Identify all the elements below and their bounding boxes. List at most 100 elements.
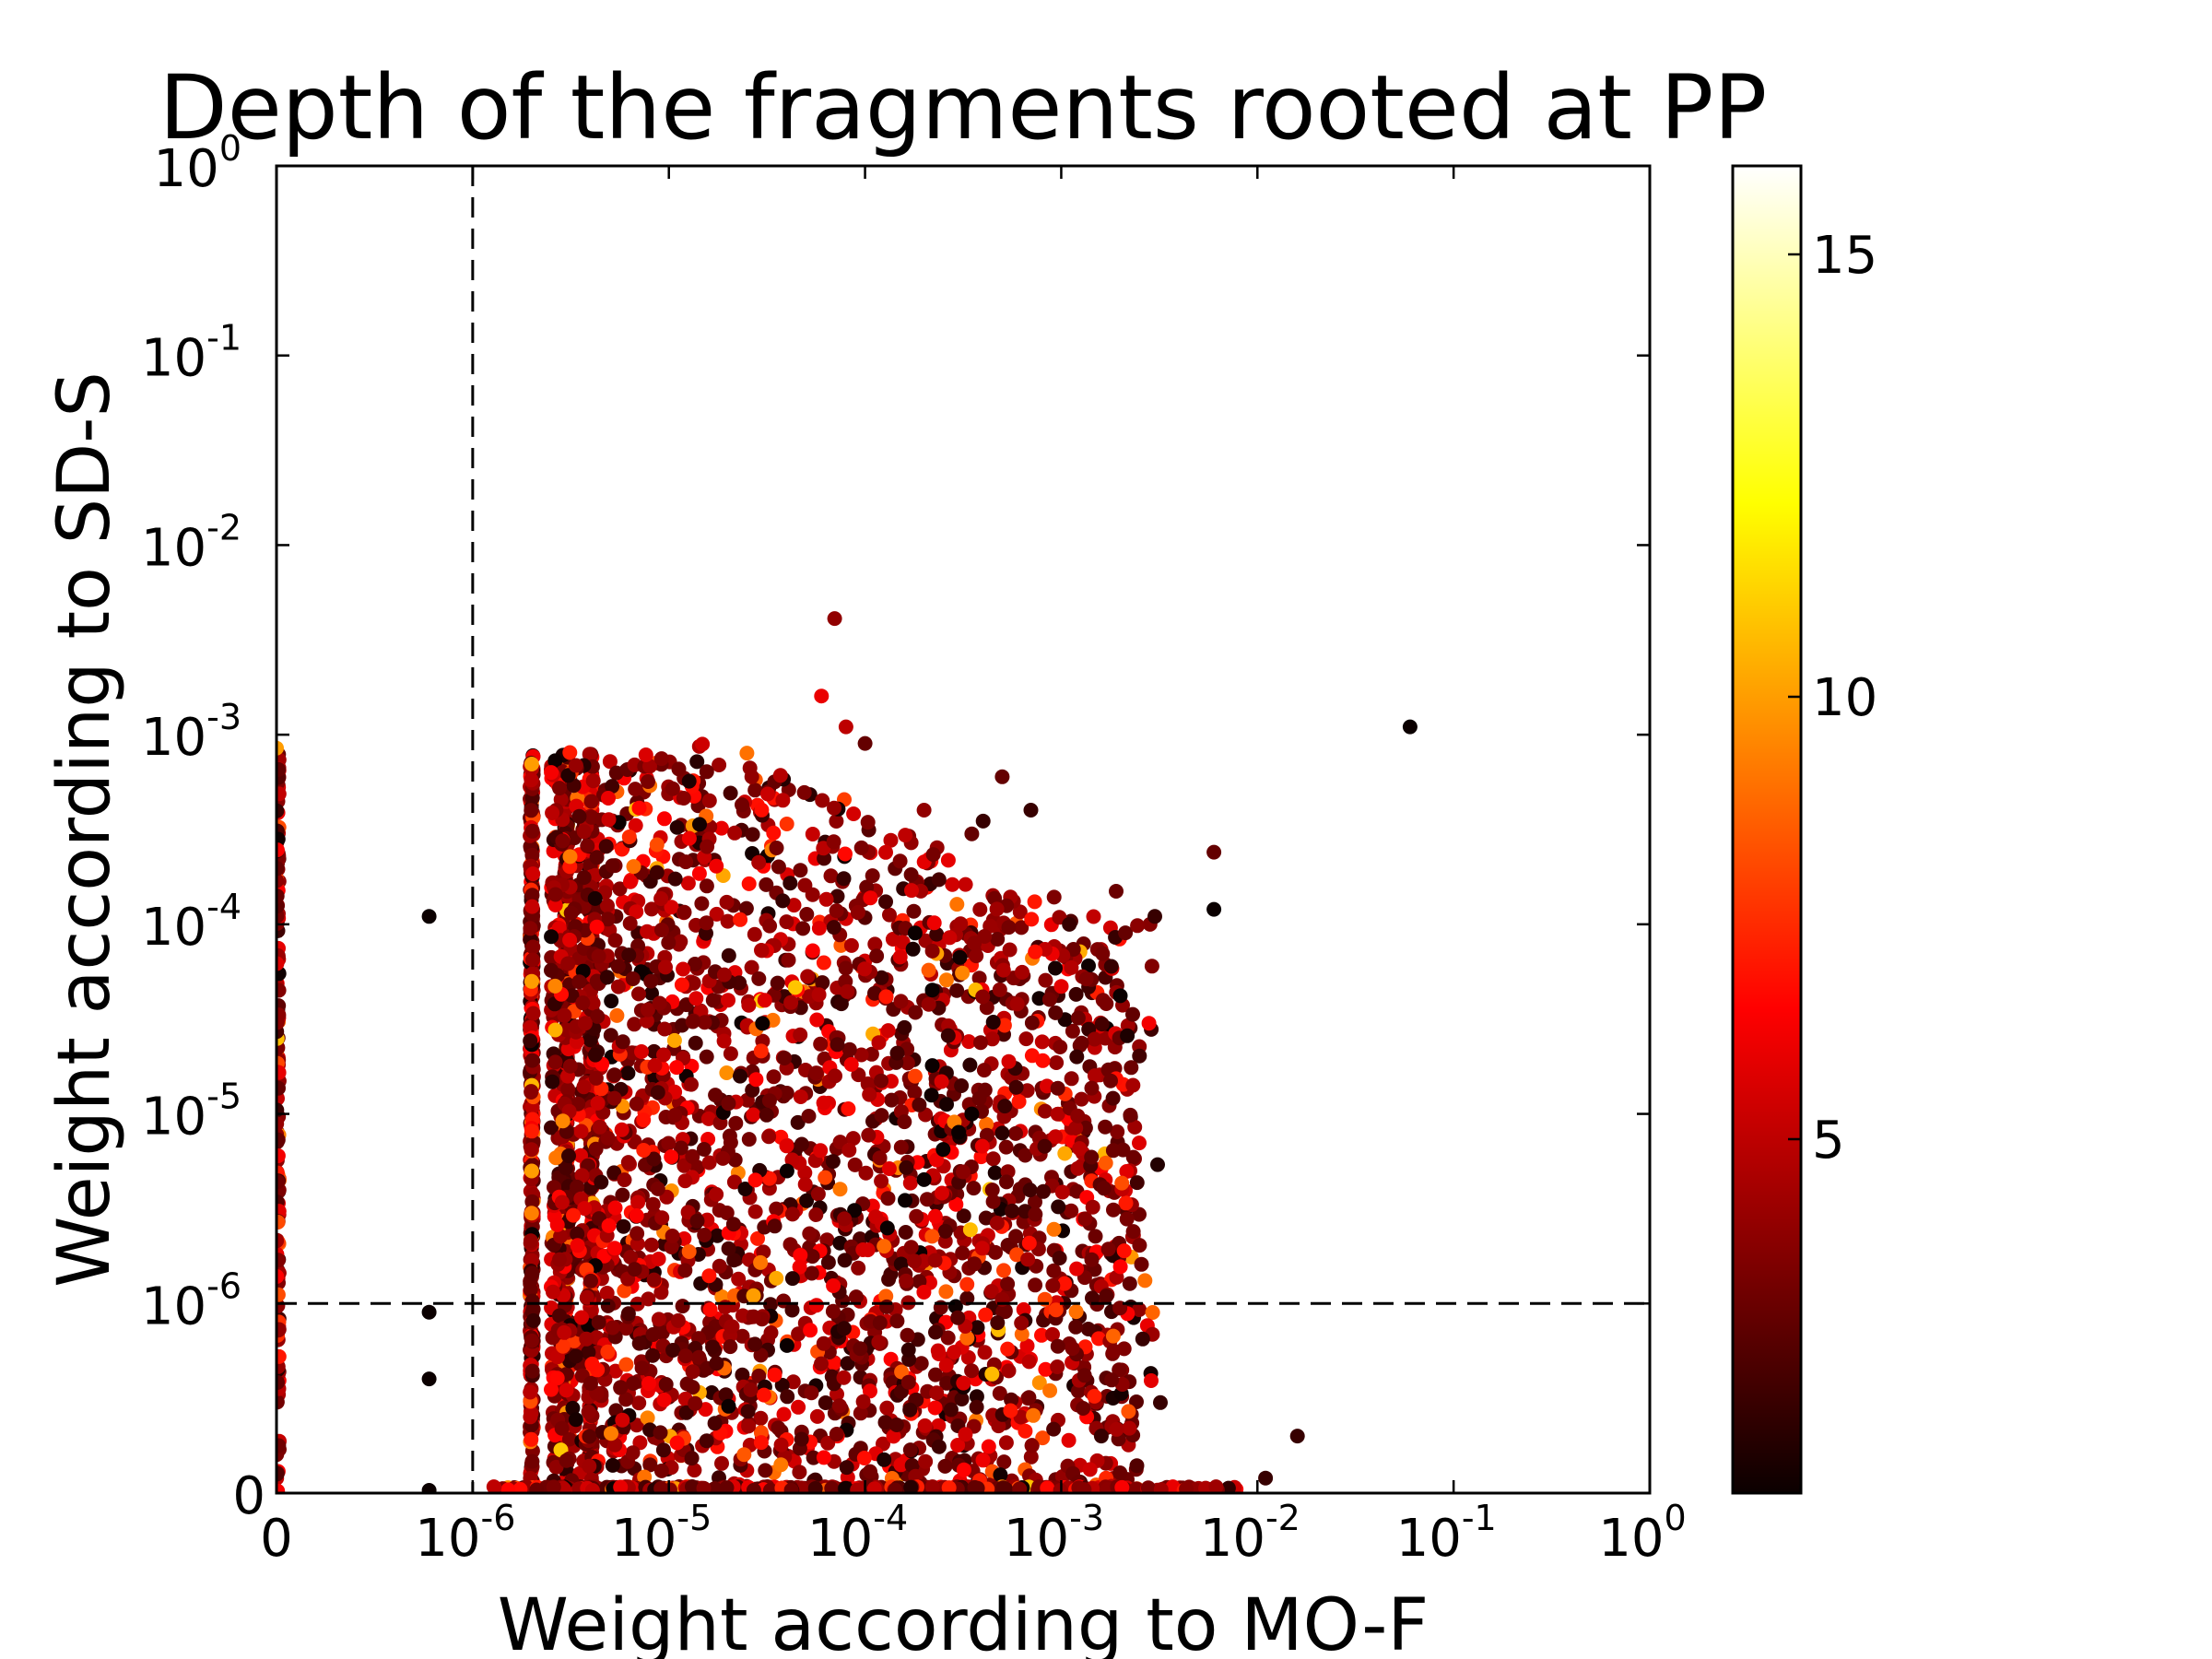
- data-point: [813, 1143, 829, 1159]
- data-point: [562, 1058, 578, 1074]
- data-point: [1141, 1016, 1157, 1031]
- data-point: [1077, 1368, 1092, 1383]
- data-point: [867, 936, 883, 952]
- data-point: [929, 1152, 945, 1168]
- data-point: [847, 1157, 863, 1172]
- data-point: [1087, 1031, 1102, 1047]
- data-point: [816, 955, 831, 971]
- data-point: [276, 888, 285, 904]
- data-point: [751, 971, 767, 986]
- data-point: [592, 1119, 607, 1135]
- data-point: [621, 947, 637, 963]
- data-point: [836, 1370, 852, 1385]
- data-point: [838, 960, 853, 976]
- data-point: [830, 1037, 845, 1053]
- data-point: [782, 876, 798, 891]
- data-point: [790, 1114, 806, 1130]
- data-point: [1130, 918, 1146, 934]
- data-point: [913, 1356, 929, 1371]
- data-point: [1129, 1175, 1145, 1191]
- data-point: [677, 1263, 693, 1278]
- x-tick-label: 10-5: [611, 1498, 712, 1569]
- data-point: [524, 1265, 540, 1281]
- data-point: [1037, 1103, 1053, 1119]
- data-point: [1021, 1390, 1037, 1406]
- data-point: [916, 1285, 932, 1300]
- data-point: [824, 1480, 840, 1493]
- data-point: [1132, 1302, 1147, 1317]
- data-point: [816, 1450, 831, 1465]
- data-point: [1022, 1182, 1038, 1198]
- data-point: [559, 1382, 574, 1398]
- x-tick-label: 10-3: [1004, 1498, 1104, 1569]
- data-point: [707, 1416, 723, 1431]
- y-axis-ticks: 0 10-6 10-5 10-4 10-3 10-2 10-1 100: [141, 128, 1650, 1526]
- data-point: [805, 1249, 820, 1265]
- data-point: [808, 1207, 824, 1222]
- data-point: [1179, 1481, 1194, 1493]
- data-point: [1132, 1238, 1147, 1253]
- data-point: [893, 994, 909, 1009]
- data-point: [799, 1193, 815, 1208]
- data-point: [735, 1328, 750, 1344]
- data-point: [804, 1385, 819, 1401]
- data-point: [838, 1480, 853, 1493]
- data-point: [750, 1230, 765, 1246]
- data-point: [651, 1252, 666, 1266]
- data-point: [909, 1208, 924, 1224]
- data-point: [977, 1082, 993, 1098]
- x-axis-ticks: 0 10-6 10-5 10-4 10-3 10-2 10-1 100: [260, 166, 1687, 1569]
- data-point: [998, 1435, 1014, 1451]
- data-point: [1046, 1263, 1062, 1278]
- data-point: [716, 967, 732, 982]
- data-point: [747, 926, 762, 942]
- data-point: [1036, 1183, 1051, 1199]
- data-point: [1105, 1143, 1121, 1159]
- data-point: [544, 929, 559, 945]
- data-point: [779, 1086, 794, 1100]
- data-points: [276, 611, 1418, 1493]
- data-point: [573, 1147, 588, 1163]
- data-point: [1082, 1462, 1098, 1477]
- data-point-labeled: [524, 1163, 539, 1179]
- data-point: [793, 1247, 808, 1263]
- data-point: [552, 1308, 567, 1324]
- data-point-labeled: [935, 1142, 951, 1158]
- data-point: [1070, 1010, 1086, 1026]
- data-point: [688, 991, 704, 1006]
- data-point: [709, 1186, 724, 1202]
- data-point: [874, 1173, 889, 1189]
- data-point: [751, 1368, 767, 1383]
- data-point: [745, 827, 760, 842]
- data-point: [810, 1186, 826, 1202]
- y-tick-label: 0: [232, 1466, 265, 1526]
- data-point: [972, 901, 988, 917]
- data-point: [1053, 979, 1069, 994]
- data-point: [731, 1271, 747, 1287]
- data-point: [1121, 1404, 1136, 1419]
- data-point: [643, 1237, 659, 1253]
- data-point: [803, 1323, 818, 1338]
- x-tick-label: 100: [1598, 1498, 1686, 1569]
- data-point: [622, 915, 638, 931]
- data-point: [1125, 1077, 1141, 1093]
- data-point: [899, 1159, 914, 1175]
- data-point: [684, 1451, 700, 1466]
- data-point: [581, 1404, 596, 1419]
- data-point: [680, 876, 696, 891]
- data-point: [714, 1455, 729, 1471]
- data-point-labeled: [1023, 803, 1039, 818]
- data-point: [841, 1101, 856, 1116]
- data-point: [563, 905, 579, 921]
- data-point: [850, 904, 865, 920]
- data-point: [956, 1164, 971, 1180]
- data-point: [700, 839, 715, 854]
- data-point: [677, 1173, 693, 1189]
- data-point-labeled: [779, 1337, 794, 1353]
- data-point: [983, 1284, 999, 1300]
- data-point: [705, 993, 721, 1008]
- data-point: [773, 1457, 789, 1473]
- data-point: [715, 1150, 731, 1166]
- data-point: [893, 1139, 909, 1155]
- data-point: [927, 1400, 943, 1416]
